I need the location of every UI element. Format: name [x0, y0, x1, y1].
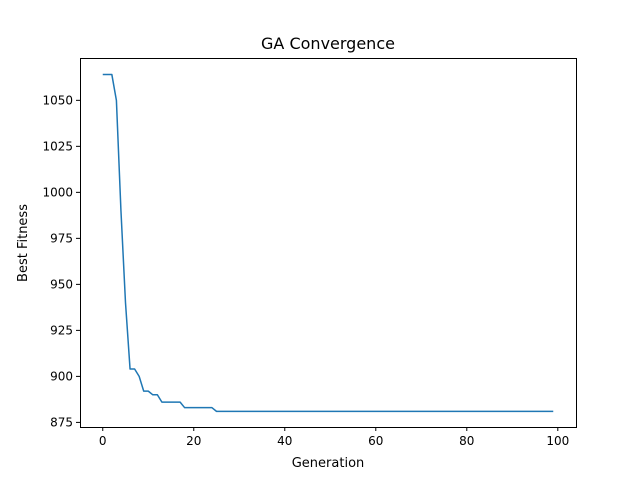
y-tick-label: 1050 [42, 93, 73, 107]
y-tick-label: 1000 [42, 185, 73, 199]
y-tick-label: 1025 [42, 139, 73, 153]
plot-frame [80, 58, 577, 428]
y-tick-label: 950 [50, 277, 73, 291]
y-axis-label: Best Fitness [16, 204, 31, 282]
y-tick-label: 975 [50, 231, 73, 245]
x-tick-label: 100 [546, 434, 569, 448]
y-axis: 875 900 925 950 975 1000 1025 1050 [42, 93, 80, 429]
x-tick-label: 60 [368, 434, 383, 448]
x-tick-label: 80 [459, 434, 474, 448]
x-tick-label: 40 [277, 434, 292, 448]
x-axis: 0 20 40 60 80 100 [99, 427, 569, 448]
series-line [102, 73, 554, 413]
chart-title: GA Convergence [261, 34, 395, 53]
y-tick-label: 875 [50, 415, 73, 429]
y-tick-label: 925 [50, 323, 73, 337]
plot-area [102, 73, 554, 413]
x-axis-label: Generation [292, 456, 365, 471]
x-tick-label: 20 [186, 434, 201, 448]
x-tick-label: 0 [99, 434, 107, 448]
y-tick-label: 900 [50, 369, 73, 383]
